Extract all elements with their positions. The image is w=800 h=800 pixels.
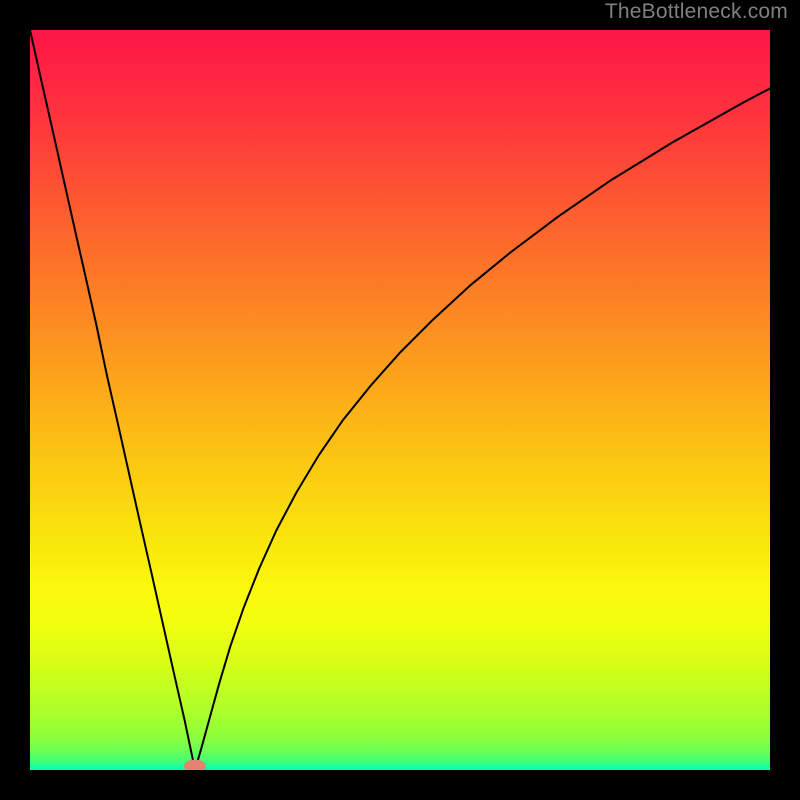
chart-plot-area bbox=[30, 30, 770, 770]
curve-vertex-marker bbox=[184, 760, 206, 770]
watermark-text: TheBottleneck.com bbox=[605, 0, 788, 24]
chart-curve bbox=[30, 30, 770, 770]
